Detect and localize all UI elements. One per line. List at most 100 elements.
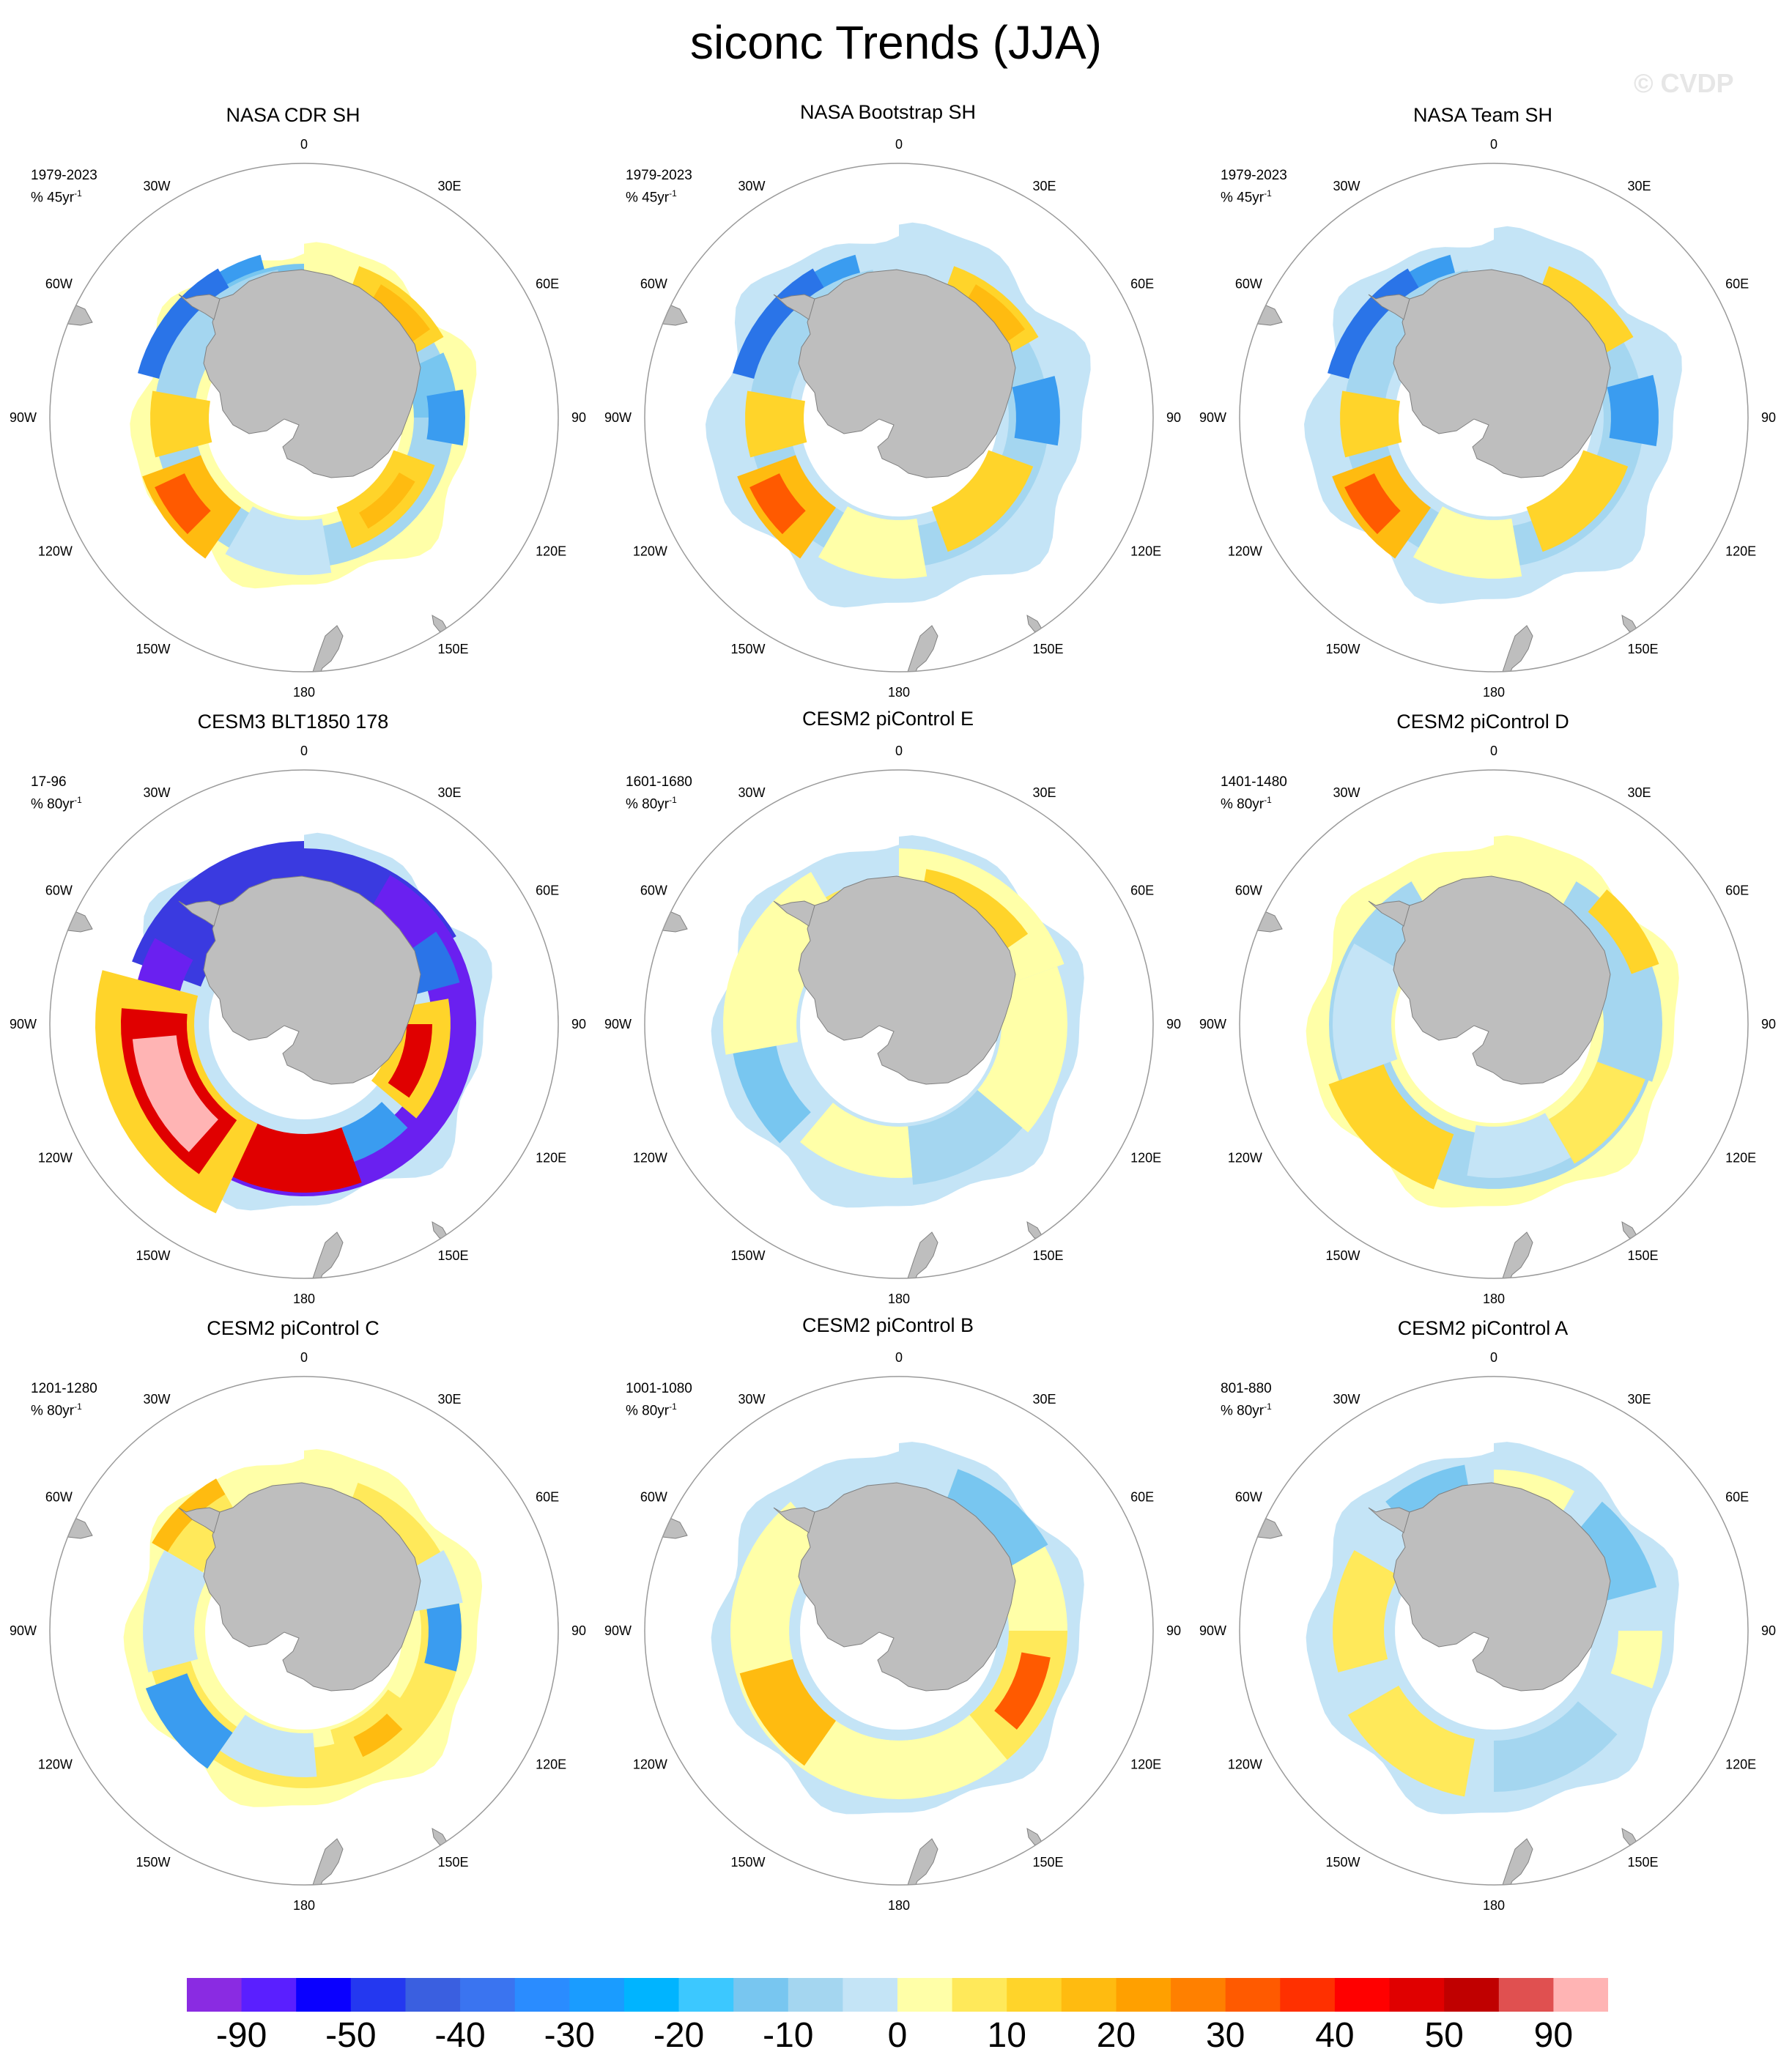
longitude-label: 90W [10,1623,37,1638]
longitude-label: 150E [438,1248,469,1263]
panel-period-info: 1201-1280 % 80yr-1 [31,1380,97,1420]
longitude-label: 90W [1199,410,1226,425]
longitude-label: 30W [143,1392,170,1407]
map-panel: CESM2 piControl A 0 30E 60E 90E 120E 150E 180 15… [1190,1316,1776,1916]
antarctica-landmass [203,269,421,478]
longitude-label: 30E [438,1392,462,1407]
colorbar-tick-label: 10 [987,2016,1026,2055]
sea-ice-trend-region [977,966,1067,1133]
antarctica-landmass [1393,875,1611,1085]
new-zealand-landmass [1495,1838,1533,1885]
longitude-label: 0 [300,744,308,758]
sea-ice-trend-region [800,1103,913,1178]
longitude-label: 30E [1628,1392,1651,1407]
colorbar-swatch [405,1978,461,2012]
sea-ice-trend-region [1549,1062,1645,1164]
sea-ice-trend-region [388,1024,432,1098]
longitude-label: 30E [1628,785,1651,800]
longitude-label: 60E [1130,277,1154,292]
colorbar-tick-label: 90 [1533,2016,1574,2055]
colorbar-swatch [733,1978,789,2012]
map-boundary-circle [49,1376,559,1886]
map-panel: CESM2 piControl B 0 30E 60E 90E 120E 150E 180 15… [595,1314,1181,1916]
longitude-label: 90E [1166,1017,1181,1031]
sea-ice-trend-region [370,284,430,342]
sea-ice-trend-region [145,1673,233,1769]
longitude-label: 150E [1033,1248,1064,1263]
longitude-label: 180 [1483,685,1505,700]
longitude-label: 120E [1725,544,1756,559]
panel-period-info: 1001-1080 % 80yr-1 [626,1380,692,1420]
longitude-label: 150W [730,1248,765,1263]
polar-map: 0 30E 60E 90E 120E 150E 180 150W 120W 90W 60W 30W [1199,137,1776,700]
period-label: 1201-1280 [31,1381,97,1396]
longitude-label: 150E [1628,1248,1659,1263]
period-label: 1979-2023 [626,168,692,183]
sea-ice-trend-region [965,284,1025,342]
sea-ice-trend-region [1333,944,1405,1080]
longitude-label: 60E [536,1490,559,1505]
sea-ice-trend-region [739,1659,836,1766]
panel-period-info: 17-96 % 80yr-1 [31,774,82,813]
colorbar-swatch [296,1978,352,2012]
sea-ice-trend-region [1607,374,1659,447]
sea-ice-trend-region [1340,390,1402,458]
longitude-label: 120E [1725,1757,1756,1772]
antarctica-landmass [798,1482,1016,1692]
longitude-label: 90W [604,1017,632,1031]
new-zealand-landmass [306,1838,344,1885]
new-zealand-landmass [900,625,938,672]
longitude-label: 150E [1628,642,1659,656]
longitude-label: 90E [1761,1623,1776,1638]
new-zealand-landmass [1495,1231,1533,1278]
sea-ice-trend-region [424,1603,462,1672]
sea-ice-trend-region [1012,376,1060,446]
polar-map: 0 30E 60E 90E 120E 150E 180 150W 120W 90W 60W 30W [10,1350,586,1913]
polar-map: 0 30E 60E 90E 120E 150E 180 150W 120W 90W 60W 30W [10,137,586,700]
polar-map: 0 30E 60E 90E 120E 150E 180 150W 120W 90W 60W 30W [604,1350,1181,1913]
longitude-label: 0 [895,1350,903,1365]
unit-label: % 80yr-1 [626,795,677,812]
longitude-label: 120W [633,544,667,559]
sea-ice-trend-region [220,1119,362,1193]
sea-ice-trend-region [1569,1501,1657,1601]
panel-period-info: 1601-1680 % 80yr-1 [626,774,692,813]
longitude-label: 120W [1228,1757,1262,1772]
longitude-label: 60E [1130,1490,1154,1505]
longitude-label: 90E [1166,1623,1181,1638]
longitude-label: 30W [1333,179,1360,193]
colorbar-swatch [1061,1978,1117,2012]
longitude-label: 150W [136,642,170,656]
colorbar-tick-label: 40 [1315,2016,1355,2055]
longitude-label: 150W [730,642,765,656]
panel-period-info: 1979-2023 % 45yr-1 [1221,167,1287,207]
polar-map: 0 30E 60E 90E 120E 150E 180 150W 120W 90W 60W 30W [1199,744,1776,1306]
longitude-label: 30E [438,179,462,193]
longitude-label: 120W [1228,1151,1262,1166]
longitude-label: 60W [640,883,667,898]
colorbar-swatch [678,1978,734,2012]
colorbar-swatch [241,1978,297,2012]
sea-ice-trend-region [426,389,465,446]
longitude-label: 0 [300,1350,308,1365]
colorbar-swatch [1498,1978,1554,2012]
new-zealand-landmass [1495,625,1533,672]
sea-ice-trend-region [132,1035,218,1152]
panel-title: CESM2 piControl C [207,1317,379,1339]
colorbar-swatch [1007,1978,1062,2012]
sea-ice-trend-region [1526,450,1629,552]
map-boundary-circle [1239,163,1749,673]
sea-ice-trend-region [1610,1631,1662,1689]
period-label: 1401-1480 [1221,774,1287,790]
colorbar-swatch [514,1978,570,2012]
sea-ice-trend-region [994,1652,1051,1730]
longitude-label: 0 [895,137,903,152]
unit-label: % 80yr-1 [31,1401,82,1419]
sea-ice-trend-region [908,1090,1023,1185]
longitude-label: 0 [1490,1350,1497,1365]
longitude-label: 180 [1483,1292,1505,1306]
colorbar-tick-label: -30 [544,2016,595,2055]
panel-title: CESM2 piControl A [1397,1317,1569,1339]
longitude-label: 90E [571,1623,586,1638]
sea-ice-trend-region [733,1045,811,1144]
